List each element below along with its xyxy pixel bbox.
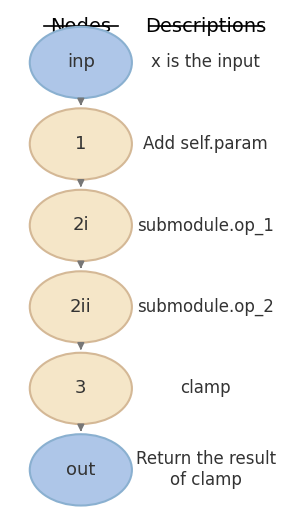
Text: 2ii: 2ii <box>70 298 92 316</box>
Text: Return the result
of clamp: Return the result of clamp <box>136 451 276 489</box>
Text: 3: 3 <box>75 379 87 397</box>
Ellipse shape <box>30 271 132 343</box>
Text: Descriptions: Descriptions <box>145 17 266 36</box>
Text: 1: 1 <box>75 135 86 153</box>
Text: Add self.param: Add self.param <box>143 135 268 153</box>
Ellipse shape <box>30 434 132 505</box>
Text: inp: inp <box>67 53 95 72</box>
Text: submodule.op_2: submodule.op_2 <box>137 298 274 316</box>
Ellipse shape <box>30 190 132 261</box>
Text: submodule.op_1: submodule.op_1 <box>137 216 274 234</box>
Text: x is the input: x is the input <box>151 53 260 72</box>
Ellipse shape <box>30 353 132 424</box>
Text: out: out <box>66 461 96 479</box>
Ellipse shape <box>30 27 132 98</box>
Ellipse shape <box>30 109 132 180</box>
Text: 2i: 2i <box>73 217 89 234</box>
Text: Nodes: Nodes <box>50 17 111 36</box>
Text: clamp: clamp <box>180 379 231 397</box>
